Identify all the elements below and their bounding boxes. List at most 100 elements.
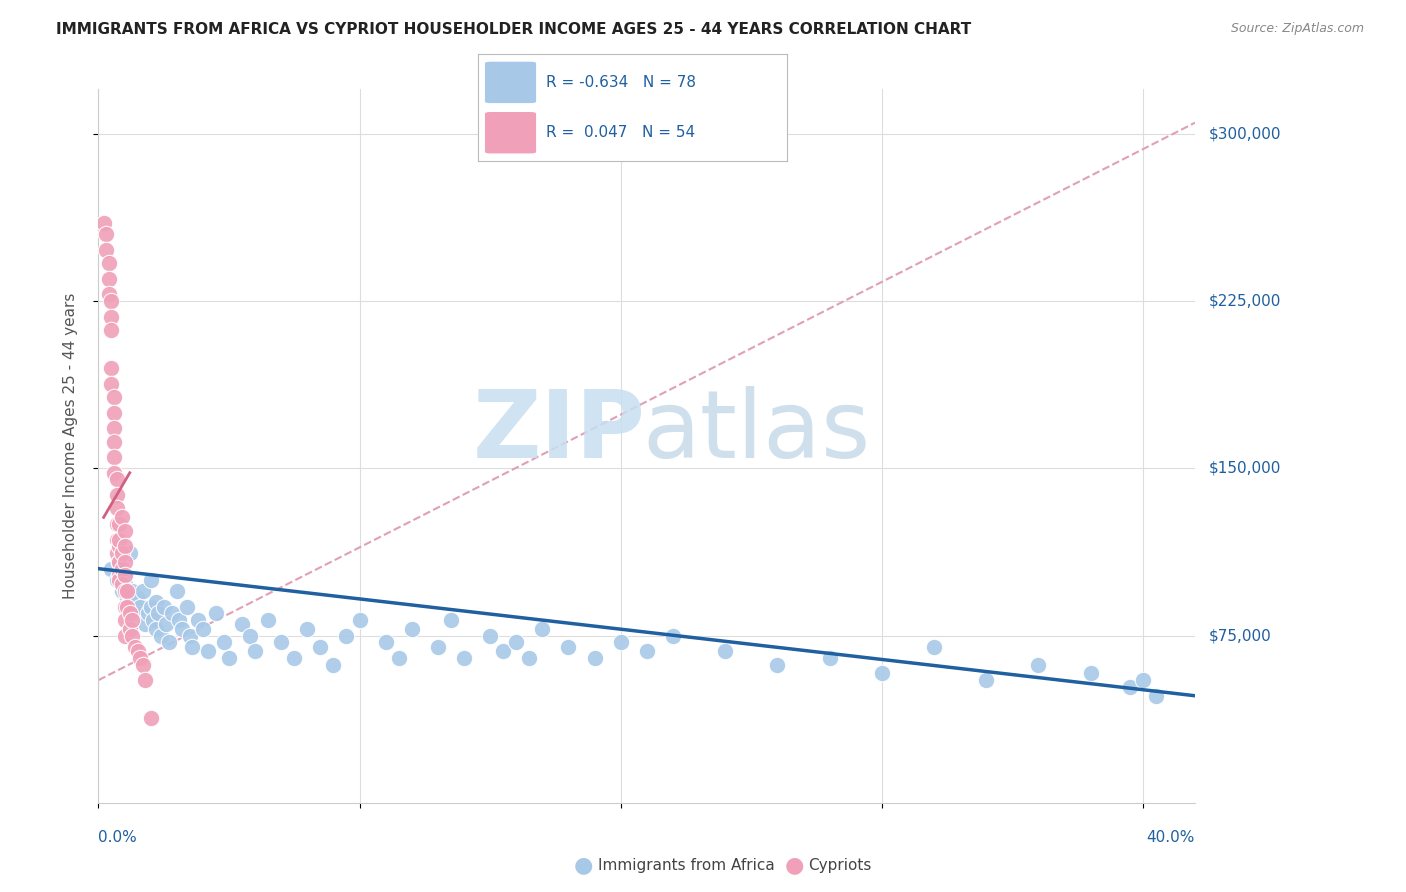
- Point: [136, 607, 159, 621]
- Point: [103, 434, 125, 449]
- Text: ZIP: ZIP: [472, 385, 645, 478]
- Point: [105, 473, 128, 487]
- Point: [93, 216, 115, 230]
- Point: [479, 628, 502, 642]
- Point: [766, 657, 789, 672]
- Point: [105, 517, 128, 532]
- Point: [100, 376, 122, 391]
- Text: IMMIGRANTS FROM AFRICA VS CYPRIOT HOUSEHOLDER INCOME AGES 25 - 44 YEARS CORRELAT: IMMIGRANTS FROM AFRICA VS CYPRIOT HOUSEH…: [56, 22, 972, 37]
- Point: [388, 651, 411, 665]
- Text: ●: ●: [574, 855, 593, 875]
- Text: Source: ZipAtlas.com: Source: ZipAtlas.com: [1230, 22, 1364, 36]
- Point: [111, 546, 134, 560]
- Point: [118, 546, 141, 560]
- Point: [103, 405, 125, 419]
- Point: [922, 640, 945, 654]
- Point: [121, 599, 143, 614]
- Point: [105, 488, 128, 502]
- Point: [114, 599, 136, 614]
- Point: [115, 583, 138, 598]
- Point: [583, 651, 606, 665]
- Point: [148, 607, 170, 621]
- Point: [114, 568, 136, 582]
- Text: ●: ●: [785, 855, 804, 875]
- Point: [121, 583, 143, 598]
- Point: [322, 657, 344, 672]
- Point: [374, 635, 396, 649]
- Point: [115, 599, 138, 614]
- Point: [100, 562, 122, 576]
- Point: [157, 635, 180, 649]
- Point: [108, 533, 131, 547]
- Point: [714, 644, 737, 658]
- Point: [114, 555, 136, 569]
- Text: R =  0.047   N = 54: R = 0.047 N = 54: [546, 125, 695, 140]
- Point: [309, 640, 332, 654]
- Point: [105, 546, 128, 560]
- Point: [218, 651, 240, 665]
- Text: $150,000: $150,000: [1209, 461, 1281, 475]
- Point: [662, 628, 685, 642]
- Point: [103, 390, 125, 404]
- Point: [257, 613, 280, 627]
- Point: [96, 243, 118, 257]
- Point: [127, 591, 149, 605]
- Point: [111, 510, 134, 524]
- Point: [108, 573, 131, 587]
- Point: [100, 293, 122, 308]
- Point: [97, 256, 120, 270]
- Point: [108, 555, 131, 569]
- Point: [134, 673, 156, 687]
- Point: [114, 524, 136, 538]
- Point: [105, 573, 128, 587]
- Text: R = -0.634   N = 78: R = -0.634 N = 78: [546, 75, 696, 90]
- Point: [297, 622, 319, 636]
- Point: [97, 271, 120, 285]
- Point: [505, 635, 527, 649]
- Point: [636, 644, 658, 658]
- Text: $225,000: $225,000: [1209, 293, 1281, 309]
- Point: [440, 613, 463, 627]
- Point: [197, 644, 219, 658]
- Point: [132, 657, 155, 672]
- Point: [150, 628, 173, 642]
- Point: [283, 651, 305, 665]
- Text: 0.0%: 0.0%: [98, 830, 138, 845]
- Point: [108, 568, 131, 582]
- Point: [103, 421, 125, 435]
- Point: [401, 622, 423, 636]
- Point: [100, 360, 122, 375]
- Point: [145, 622, 167, 636]
- Point: [160, 607, 183, 621]
- Y-axis label: Householder Income Ages 25 - 44 years: Householder Income Ages 25 - 44 years: [63, 293, 77, 599]
- Point: [97, 287, 120, 301]
- Point: [531, 622, 554, 636]
- Point: [212, 635, 235, 649]
- Point: [105, 501, 128, 516]
- Point: [453, 651, 475, 665]
- Point: [231, 617, 253, 632]
- Point: [191, 622, 214, 636]
- Text: $300,000: $300,000: [1209, 127, 1282, 141]
- Point: [127, 644, 149, 658]
- Point: [609, 635, 631, 649]
- Point: [139, 599, 162, 614]
- Point: [124, 595, 146, 609]
- Point: [114, 539, 136, 553]
- Point: [176, 599, 198, 614]
- Point: [818, 651, 841, 665]
- Point: [114, 577, 136, 591]
- Point: [1080, 666, 1102, 681]
- Point: [129, 651, 152, 665]
- Point: [426, 640, 449, 654]
- Point: [108, 555, 131, 569]
- Point: [108, 539, 131, 553]
- Point: [103, 466, 125, 480]
- Point: [492, 644, 515, 658]
- Point: [170, 622, 193, 636]
- Point: [100, 310, 122, 324]
- Point: [1028, 657, 1050, 672]
- Point: [114, 583, 136, 598]
- Text: Immigrants from Africa: Immigrants from Africa: [598, 858, 775, 872]
- Point: [139, 711, 162, 725]
